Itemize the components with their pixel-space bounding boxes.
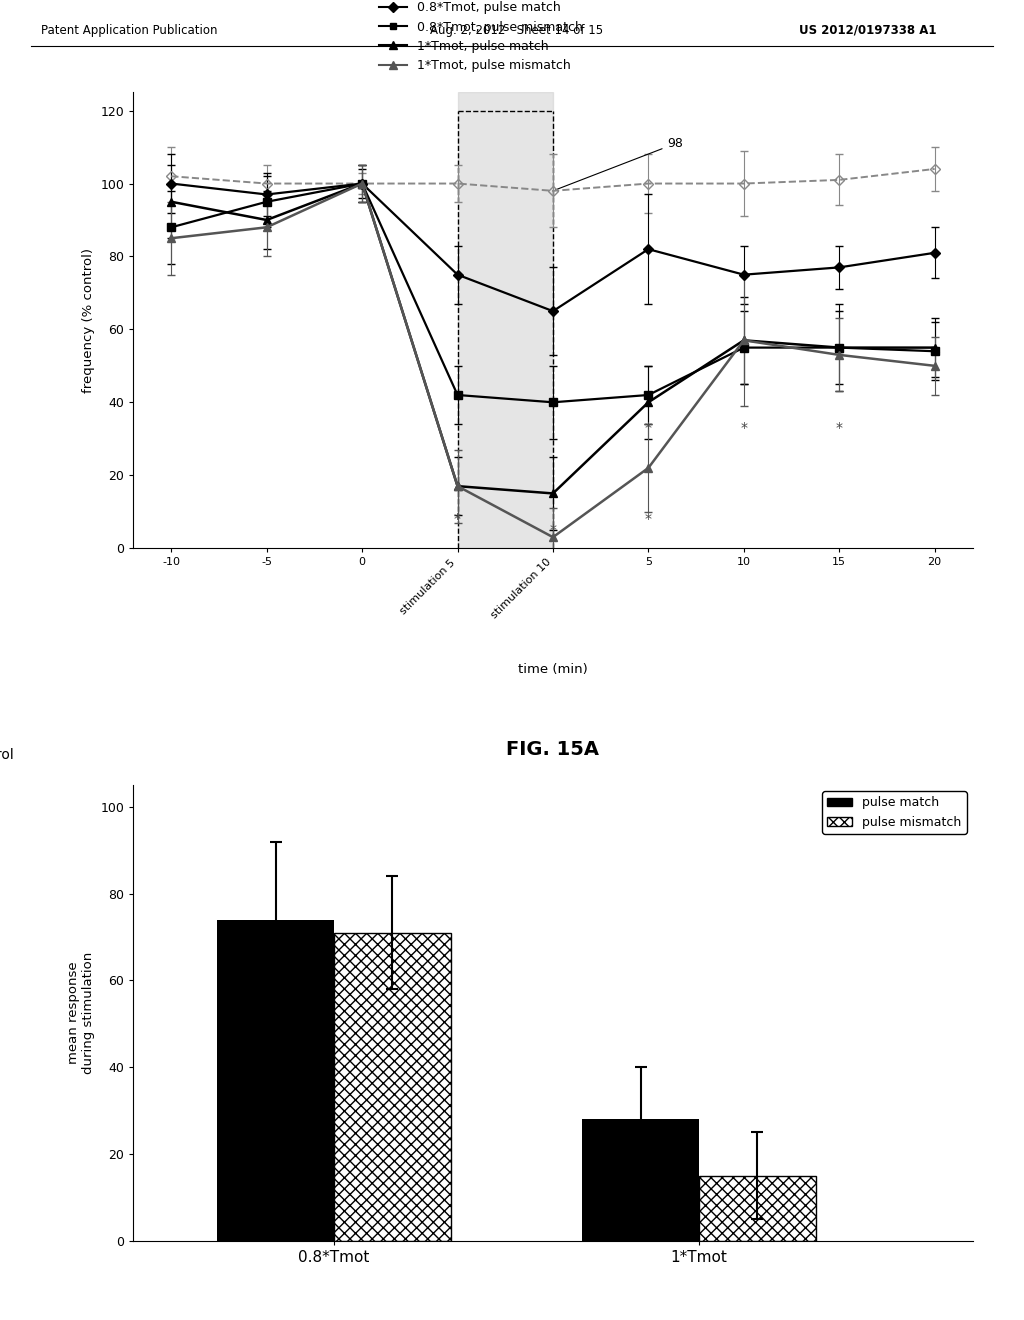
Bar	[458, 92, 553, 548]
Text: FIG. 15A: FIG. 15A	[507, 739, 599, 759]
Text: % control: % control	[0, 748, 14, 763]
X-axis label: time (min): time (min)	[518, 663, 588, 676]
Legend: pulse match, pulse mismatch: pulse match, pulse mismatch	[822, 791, 967, 834]
Text: *: *	[836, 421, 843, 434]
Text: *: *	[550, 523, 556, 537]
Text: *: *	[454, 512, 461, 525]
Text: *: *	[645, 512, 652, 525]
Text: Aug. 2, 2012   Sheet 14 of 15: Aug. 2, 2012 Sheet 14 of 15	[430, 24, 603, 37]
Text: 98: 98	[556, 137, 683, 190]
Bar	[699, 1176, 816, 1241]
Bar	[334, 933, 451, 1241]
Bar	[583, 1119, 699, 1241]
Text: Patent Application Publication: Patent Application Publication	[41, 24, 217, 37]
Text: *: *	[740, 421, 748, 434]
Y-axis label: mean response
during stimulation: mean response during stimulation	[67, 952, 94, 1074]
Text: US 2012/0197338 A1: US 2012/0197338 A1	[799, 24, 936, 37]
Text: *: *	[645, 421, 652, 434]
Y-axis label: frequency (% control): frequency (% control)	[82, 248, 94, 393]
Bar	[217, 920, 334, 1241]
Legend: control, 0.8*Tmot, pulse match, 0.8*Tmot, pulse mismatch, 1*Tmot, pulse match, 1: control, 0.8*Tmot, pulse match, 0.8*Tmot…	[375, 0, 588, 77]
